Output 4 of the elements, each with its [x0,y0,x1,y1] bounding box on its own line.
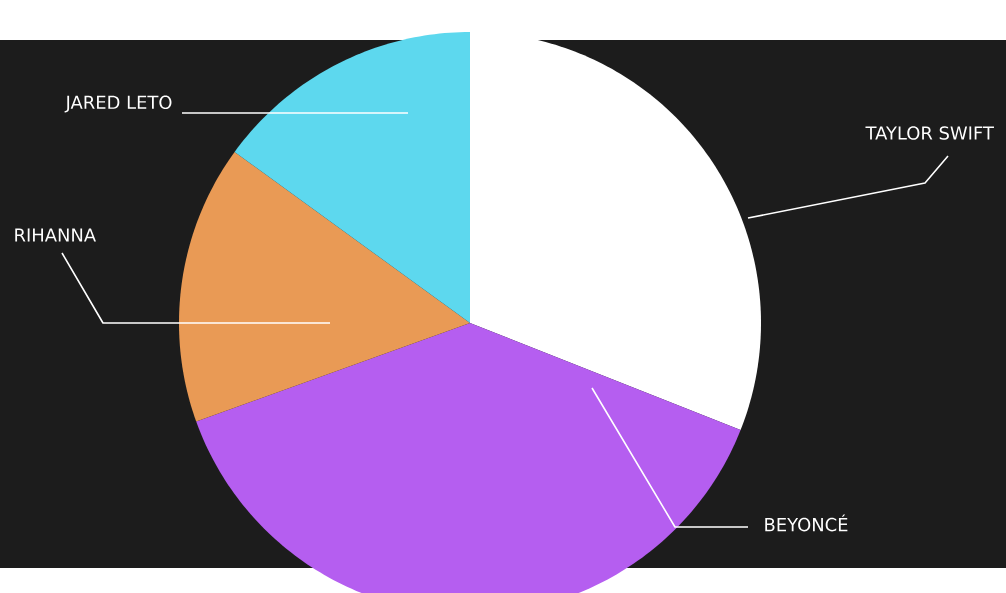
slice-label: BEYONCÉ [765,514,848,532]
slice-label: RIHANNA [15,228,96,242]
slice-label: TAYLOR SWIFT [865,126,994,140]
slice-label: JARED LETO [64,95,172,113]
